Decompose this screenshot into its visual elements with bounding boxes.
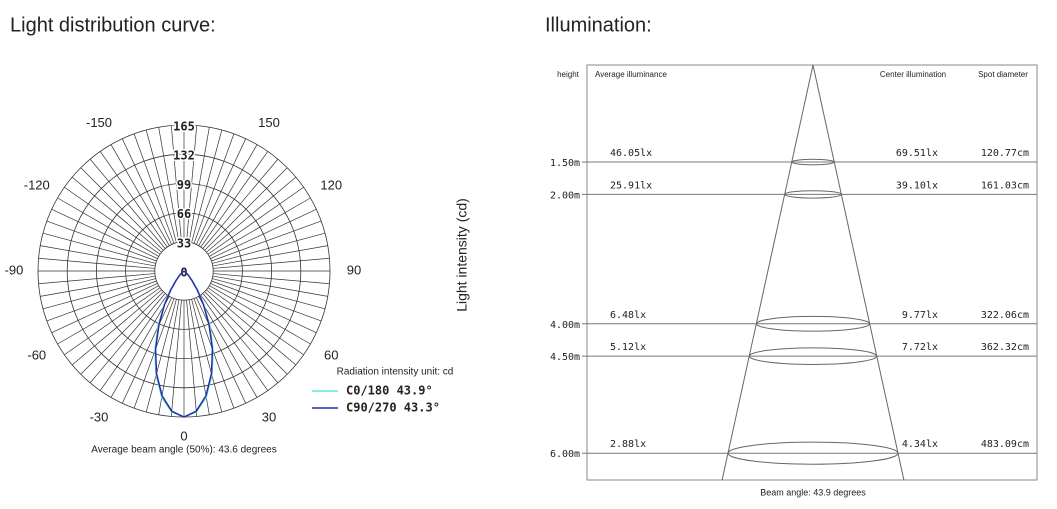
angle-label: -120 xyxy=(24,177,50,192)
average-value: 25.91lx xyxy=(610,180,652,191)
footer-note: Beam angle: 43.9 degrees xyxy=(760,487,866,497)
angle-label: 0 xyxy=(180,428,187,443)
height-label: 1.50m xyxy=(550,158,580,169)
grid-circle xyxy=(125,212,243,330)
angle-label: 150 xyxy=(258,115,280,130)
height-label: 4.50m xyxy=(550,352,580,363)
center-value: 39.10lx xyxy=(896,180,938,191)
grid-circle xyxy=(154,241,214,301)
height-label: 6.00m xyxy=(550,449,580,460)
angle-label: -150 xyxy=(86,115,112,130)
diameter-value: 483.09cm xyxy=(981,439,1029,450)
cone-edge xyxy=(721,64,814,481)
spot-ellipse xyxy=(727,441,899,465)
center-value: 7.72lx xyxy=(902,342,938,353)
r-tick-label: 132 xyxy=(173,149,195,163)
legend-label: C0/180 43.9° xyxy=(346,384,433,398)
column-header: height xyxy=(557,70,580,79)
footer-note: Average beam angle (50%): 43.6 degrees xyxy=(91,445,277,456)
height-label: 4.00m xyxy=(550,320,580,331)
center-value: 9.77lx xyxy=(902,310,938,321)
average-value: 6.48lx xyxy=(610,310,646,321)
chart-title: Illumination: xyxy=(545,14,652,36)
angle-label: 60 xyxy=(324,347,338,362)
diameter-value: 161.03cm xyxy=(981,180,1029,191)
spot-ellipse xyxy=(791,158,835,166)
angle-label: -60 xyxy=(27,347,46,362)
r-tick-label: 33 xyxy=(177,236,191,250)
r-tick-label: 99 xyxy=(177,178,191,192)
angle-label: 90 xyxy=(347,262,361,277)
spot-ellipse xyxy=(784,190,842,199)
angle-label: -30 xyxy=(90,410,109,425)
average-value: 46.05lx xyxy=(610,148,652,159)
cone-edge xyxy=(812,64,905,481)
diameter-value: 362.32cm xyxy=(981,342,1029,353)
r-tick-label: 0 xyxy=(180,266,187,280)
center-value: 69.51lx xyxy=(896,148,938,159)
diameter-value: 322.06cm xyxy=(981,310,1029,321)
column-header: Spot diameter xyxy=(978,70,1028,79)
r-tick-label: 165 xyxy=(173,120,195,134)
height-label: 2.00m xyxy=(550,190,580,201)
average-value: 2.88lx xyxy=(610,439,646,450)
unit-note: Radiation intensity unit: cd xyxy=(337,367,454,378)
angle-label: 30 xyxy=(262,410,276,425)
average-value: 5.12lx xyxy=(610,342,646,353)
r-tick-label: 66 xyxy=(177,207,191,221)
grid-circle xyxy=(66,153,302,389)
grid-circle xyxy=(96,182,272,359)
angle-label: -90 xyxy=(5,262,24,277)
y-axis-label: Light intensity (cd) xyxy=(454,198,470,312)
spot-ellipse xyxy=(755,315,871,332)
chart-title: Light distribution curve: xyxy=(10,14,216,36)
diagram-frame xyxy=(586,64,1038,481)
center-value: 4.34lx xyxy=(902,439,938,450)
series-line xyxy=(154,270,214,418)
angle-label: 120 xyxy=(320,177,342,192)
column-header: Average illuminance xyxy=(595,70,667,79)
column-header: Center illumination xyxy=(880,70,946,79)
legend-label: C90/270 43.3° xyxy=(346,401,440,415)
diameter-value: 120.77cm xyxy=(981,148,1029,159)
spot-ellipse xyxy=(748,347,878,365)
